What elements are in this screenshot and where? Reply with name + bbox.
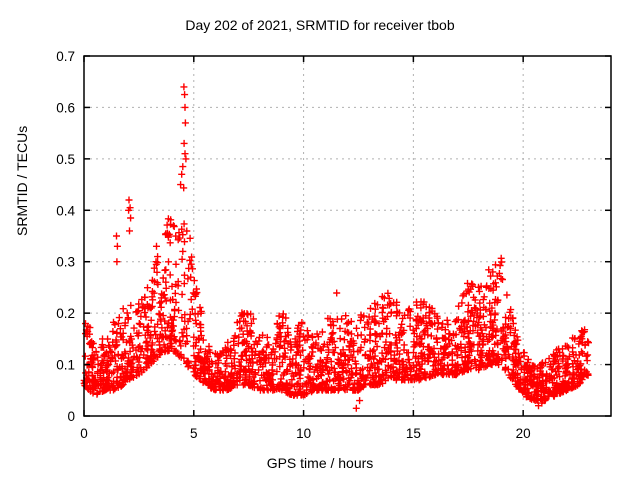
y-tick-label: 0.2 xyxy=(56,306,75,321)
y-tick-label: 0.5 xyxy=(56,152,75,167)
x-tick-label: 10 xyxy=(296,426,311,441)
x-axis-label: GPS time / hours xyxy=(266,455,374,471)
y-tick-label: 0.7 xyxy=(56,49,75,64)
y-tick-label: 0.3 xyxy=(56,255,75,270)
chart-title: Day 202 of 2021, SRMTID for receiver tbo… xyxy=(185,17,455,33)
x-tick-label: 20 xyxy=(516,426,531,441)
y-tick-label: 0.4 xyxy=(56,203,75,218)
y-tick-label: 0.1 xyxy=(56,358,75,373)
y-tick-label: 0.6 xyxy=(56,100,75,115)
x-tick-label: 15 xyxy=(406,426,421,441)
y-tick-label: 0 xyxy=(67,409,75,424)
x-tick-label: 0 xyxy=(80,426,88,441)
scatter-points xyxy=(80,83,592,412)
axis-frame xyxy=(83,55,612,417)
x-tick-label: 5 xyxy=(190,426,198,441)
